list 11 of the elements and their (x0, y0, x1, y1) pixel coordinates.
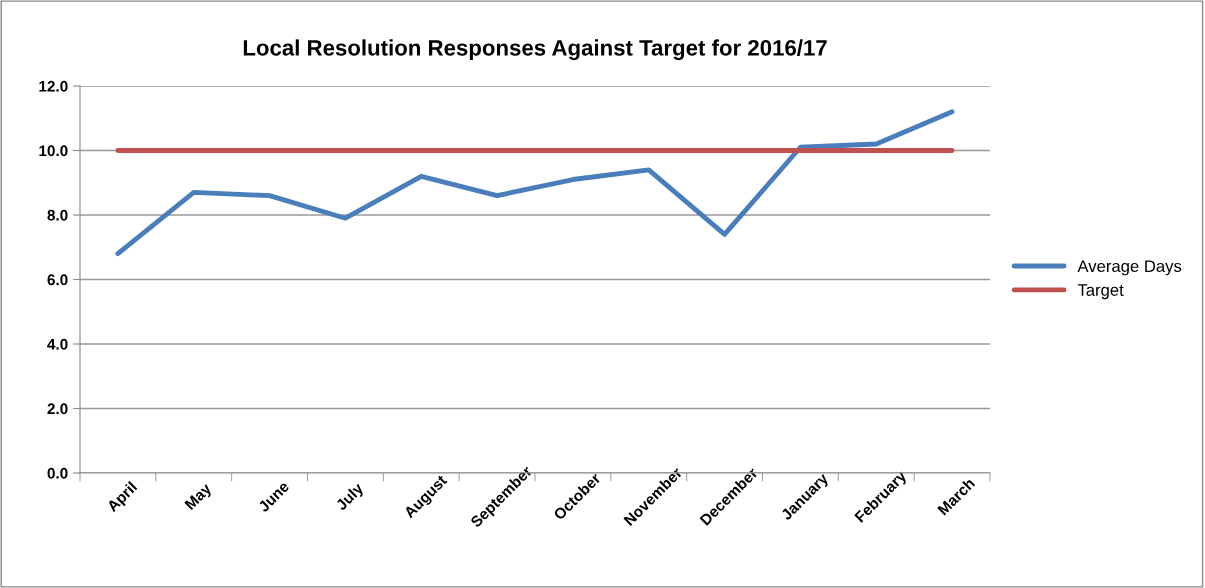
chart-title: Local Resolution Responses Against Target for 2016/17 (243, 39, 827, 61)
y-tick-label: 10.0 (39, 145, 68, 157)
legend-label: Average Days (1077, 260, 1182, 276)
y-tick-label: 4.0 (47, 338, 68, 350)
y-tick-label: 2.0 (47, 403, 68, 415)
line-series (115, 109, 955, 257)
y-tick-label: 12.0 (39, 80, 68, 92)
y-tick-label: 0.0 (47, 467, 68, 479)
y-tick-label: 6.0 (47, 274, 68, 286)
legend-label: Target (1077, 284, 1124, 300)
y-tick-label: 8.0 (47, 209, 68, 221)
